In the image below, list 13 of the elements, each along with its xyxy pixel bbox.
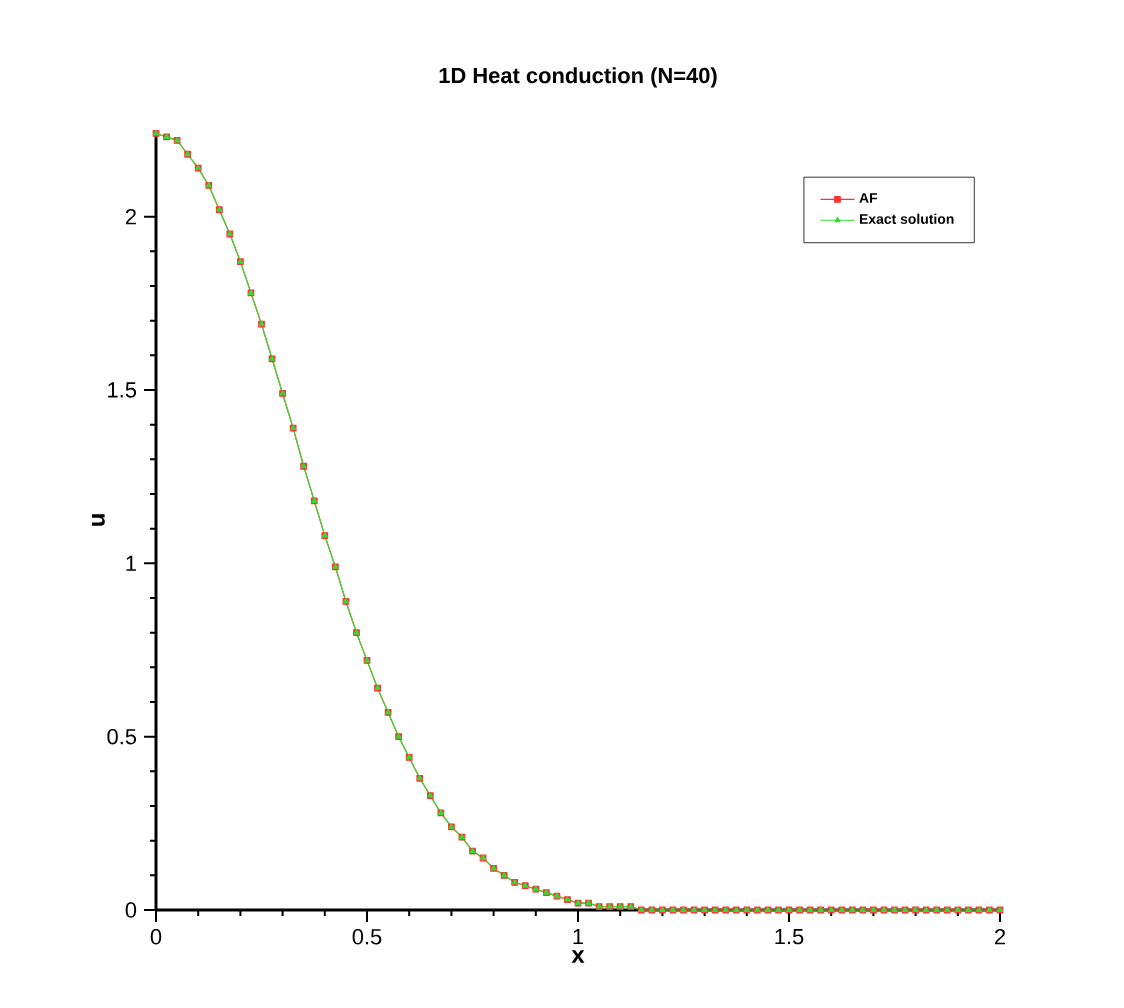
x-tick-label: 2 bbox=[995, 929, 1006, 945]
x-axis-title: x bbox=[571, 950, 585, 963]
x-tick-label: 0 bbox=[150, 929, 162, 945]
x-tick-label: 1 bbox=[573, 929, 584, 945]
y-tick-label: 1 bbox=[126, 555, 136, 571]
x-tick-label: 1.5 bbox=[775, 929, 804, 945]
chart-title: 1D Heat conduction (N=40) bbox=[439, 67, 717, 88]
y-tick-label: 1.5 bbox=[108, 382, 137, 398]
x-tick-label: 0.5 bbox=[352, 929, 382, 945]
y-axis-title: u bbox=[91, 514, 105, 526]
y-tick-label: 0 bbox=[125, 902, 137, 918]
y-tick-label: 2 bbox=[125, 209, 136, 225]
y-tick-label: 0.5 bbox=[107, 728, 137, 745]
